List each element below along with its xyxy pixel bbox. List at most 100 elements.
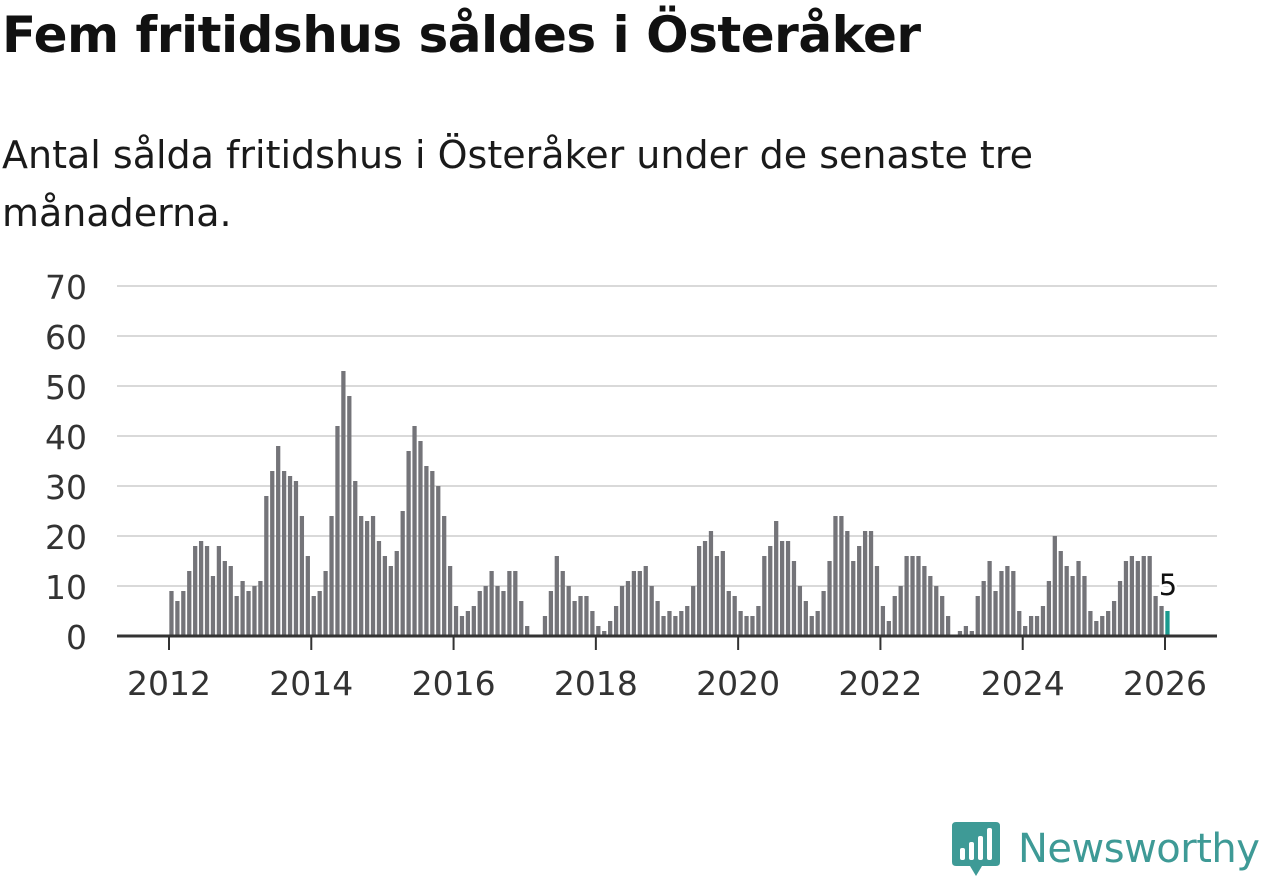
newsworthy-logo-text: Newsworthy [1018,826,1260,872]
bar [453,606,459,636]
bar [519,601,524,636]
bar [637,571,642,636]
bar [815,611,820,636]
bar [542,616,548,636]
bar [187,571,192,636]
bar [910,556,915,636]
bar [1129,556,1135,636]
x-tick-label: 2018 [554,664,638,703]
bar [880,606,886,636]
bar [400,511,405,636]
bar [916,556,921,636]
bar [839,516,844,636]
bar [1005,566,1010,636]
bar [370,516,376,636]
bar [210,576,216,636]
bar [347,396,352,636]
bar [922,566,927,636]
bar [762,556,767,636]
bar [898,586,903,636]
bar [1034,616,1040,636]
bar [258,581,263,636]
bar [868,531,874,636]
bar [738,611,743,636]
bar [525,626,530,636]
bar [791,561,797,636]
bar [1058,551,1063,636]
bar [1106,611,1111,636]
bar [394,551,399,636]
bar [685,606,690,636]
bar [928,576,933,636]
bar [483,586,488,636]
x-tick-label: 2014 [269,664,353,703]
bar [821,591,826,636]
bar [228,566,233,636]
bar [596,626,601,636]
bar [1052,536,1057,636]
bar [317,591,322,636]
bar [851,561,856,636]
bar [1153,596,1158,636]
bar [726,591,731,636]
y-tick-label: 20 [45,518,87,557]
x-tick-label: 2020 [696,664,780,703]
bar [1082,576,1087,636]
bar [465,611,471,636]
bar [673,616,678,636]
bar [768,546,773,636]
bar [234,596,239,636]
bar [181,591,186,636]
x-axis-ticks: 2012 2014 2016 2018 2020 2022 2024 2026 [127,636,1207,703]
y-tick-label: 50 [45,368,87,407]
bar [797,586,803,636]
bar [430,471,435,636]
y-tick-label: 40 [45,418,87,457]
x-tick-label: 2022 [838,664,922,703]
bar [299,516,305,636]
bar [335,426,340,636]
bar [1070,576,1075,636]
bar [1028,616,1034,636]
bar [276,446,281,636]
x-tick-label: 2024 [981,664,1065,703]
bar [619,586,625,636]
bar [702,541,708,636]
bar [661,616,666,636]
bar [572,601,577,636]
bar [436,486,441,636]
y-tick-label: 70 [45,268,87,307]
bar [691,586,696,636]
bar [892,596,897,636]
bar [999,571,1004,636]
bar [489,571,494,636]
bar [554,556,559,636]
bar [857,546,862,636]
newsworthy-logo-icon [952,822,1000,876]
bar [578,596,583,636]
bar [779,541,785,636]
bar [364,521,370,636]
y-tick-label: 0 [66,618,87,657]
bar [513,571,518,636]
bar [1135,561,1140,636]
newsworthy-logo: Newsworthy [950,818,1260,880]
bar [270,471,275,636]
bar [341,371,346,636]
x-tick-label: 2012 [127,664,211,703]
bar [613,606,619,636]
bar [602,631,607,636]
bar [720,551,725,636]
bar [679,611,684,636]
bar [406,451,411,636]
bar [833,516,838,636]
bar [785,541,791,636]
bar [193,546,198,636]
bar [477,591,482,636]
bar [382,556,388,636]
bar [412,426,417,636]
bar [1159,606,1164,636]
bar [975,596,980,636]
bar [281,471,287,636]
bar [993,591,998,636]
